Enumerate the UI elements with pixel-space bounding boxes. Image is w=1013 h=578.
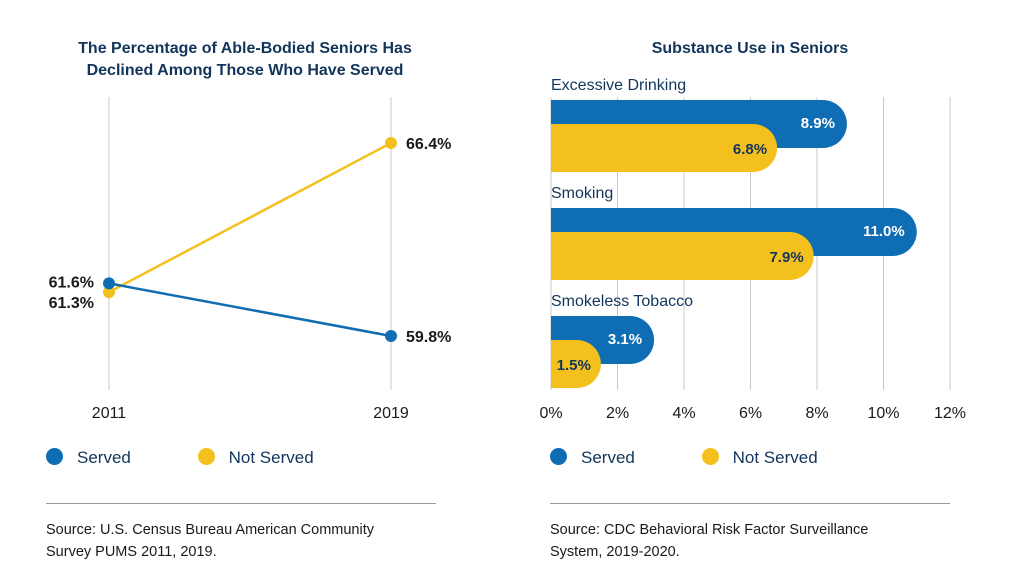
not-served-swatch-icon [197,448,215,466]
category-label-smokeless-tobacco: Smokeless Tobacco [551,293,693,310]
left-legend-not-served-label: Not Served [228,448,314,467]
left-source-note: Source: U.S. Census Bureau American Comm… [46,519,374,563]
x-tick-label-6: 6% [739,405,762,422]
data-label-not-served-2019: 66.4% [406,136,451,153]
bar-not-served-excessive-drinking [551,124,778,172]
x-tick-label-12: 12% [934,405,966,422]
data-label-not-served-smokeless-tobacco: 1.5% [557,357,591,374]
series-line-not-served [108,141,392,294]
not-served-swatch-icon [701,448,719,466]
data-point-not-served-2019 [385,137,397,149]
left-legend-served: Served [46,448,131,468]
data-label-served-smokeless-tobacco: 3.1% [608,331,642,348]
served-swatch-icon [46,448,63,466]
bar-not-served-smokeless-tobacco [551,340,601,388]
right-source-note: Source: CDC Behavioral Risk Factor Surve… [550,519,868,563]
right-source-line2: System, 2019-2020. [550,544,680,560]
bar-not-served-smoking [551,232,814,280]
right-chart-title: Substance Use in Seniors [651,40,849,57]
left-legend: Served Not Served [46,448,314,468]
right-legend-served: Served [550,448,635,468]
data-point-not-served-2011 [103,286,115,299]
right-legend-served-label: Served [581,448,635,467]
data-label-not-served-excessive-drinking: 6.8% [733,141,767,158]
data-label-not-served-2011: 61.3% [49,295,94,312]
x-tick-label-2: 2% [606,405,629,422]
data-label-served-smoking: 11.0% [863,223,905,240]
left-chart-title-line2: Declined Among Those Who Have Served [86,62,404,79]
x-tick-label-10: 10% [867,405,899,422]
left-source-line1: Source: U.S. Census Bureau American Comm… [46,522,374,538]
right-divider [550,503,950,504]
x-tick-label-8: 8% [805,405,828,422]
right-legend-not-served-label: Not Served [732,448,818,467]
x-tick-label-2011: 2011 [92,405,127,422]
data-label-served-2019: 59.8% [406,329,451,346]
data-point-served-2019 [385,330,397,342]
left-legend-served-label: Served [77,448,131,467]
series-line-served [108,282,392,338]
x-tick-label-2019: 2019 [373,405,409,422]
left-source-line2: Survey PUMS 2011, 2019. [46,544,217,560]
right-legend: Served Not Served [550,448,818,468]
served-swatch-icon [550,448,567,466]
data-label-not-served-smoking: 7.9% [769,249,803,266]
category-label-excessive-drinking: Excessive Drinking [551,77,686,94]
x-tick-label-4: 4% [672,405,695,422]
data-label-served-2011: 61.6% [49,274,94,291]
right-source-line1: Source: CDC Behavioral Risk Factor Surve… [550,522,869,538]
category-label-smoking: Smoking [551,185,613,202]
left-chart-title-line1: The Percentage of Able-Bodied Seniors Ha… [78,40,412,57]
left-legend-not-served: Not Served [197,448,314,468]
data-label-served-excessive-drinking: 8.9% [801,115,835,132]
right-legend-not-served: Not Served [701,448,818,468]
x-tick-label-0: 0% [539,405,562,422]
left-divider [46,503,436,504]
left-chart-title: The Percentage of Able-Bodied Seniors Ha… [40,38,450,82]
data-point-served-2011 [103,277,115,290]
